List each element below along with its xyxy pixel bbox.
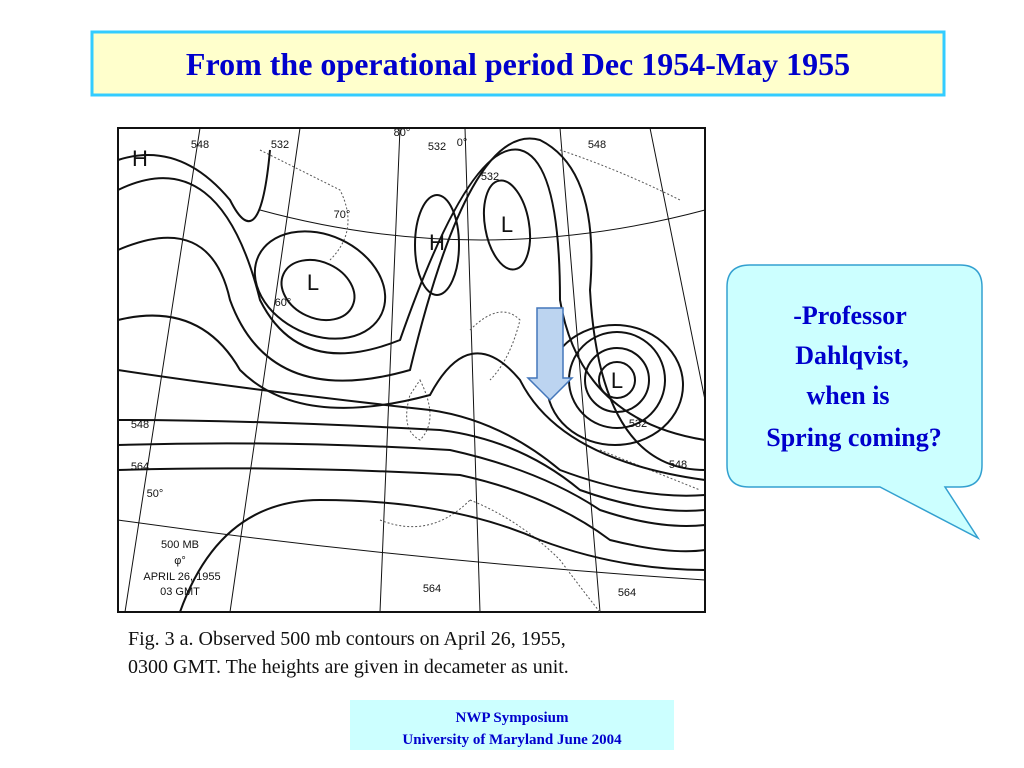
bubble-text: when is xyxy=(806,381,889,410)
bubble-text: Spring coming? xyxy=(766,423,942,452)
contour-label: 532 xyxy=(271,139,289,151)
contour-label: 548 xyxy=(669,459,687,471)
contour-label: 564 xyxy=(618,587,636,599)
contour-label: 532 xyxy=(629,418,647,430)
contour-label: 564 xyxy=(131,461,149,473)
arrow xyxy=(526,307,574,402)
contour-label: 564 xyxy=(423,583,441,595)
title: From the operational period Dec 1954-May… xyxy=(186,46,850,82)
center-label: L xyxy=(307,270,319,295)
center-label: L xyxy=(611,368,623,393)
bubble-text: Dahlqvist, xyxy=(795,341,908,370)
contour-label: 532 xyxy=(481,171,499,183)
bubble-text: -Professor xyxy=(793,301,907,330)
legend-text: APRIL 26, 1955 xyxy=(143,571,220,583)
footer-box xyxy=(350,700,674,750)
degree-label: 50° xyxy=(147,488,164,500)
center-label: H xyxy=(132,146,148,171)
caption: 0300 GMT. The heights are given in decam… xyxy=(128,656,569,678)
contour-label: 548 xyxy=(191,139,209,151)
contour-label: 532 xyxy=(428,141,446,153)
graticule xyxy=(117,127,706,613)
caption: Fig. 3 a. Observed 500 mb contours on Ap… xyxy=(128,628,566,650)
contours xyxy=(117,137,706,613)
degree-label: 80° xyxy=(394,127,411,139)
contour-label: 548 xyxy=(131,419,149,431)
footer-text: NWP Symposium xyxy=(456,710,569,726)
footer-text: University of Maryland June 2004 xyxy=(402,732,622,748)
legend-text: 03 GMT xyxy=(160,586,200,598)
degree-label: 60° xyxy=(275,297,292,309)
contour-label: 548 xyxy=(588,139,606,151)
center-label: L xyxy=(501,212,513,237)
legend-text: 500 MB xyxy=(161,539,199,551)
legend-text: φ° xyxy=(174,555,186,567)
map: H L H L L 548 532 532 532 548 532 548 54… xyxy=(117,127,706,613)
degree-label: 0° xyxy=(457,137,468,149)
center-label: H xyxy=(429,230,445,255)
speech-bubble xyxy=(726,264,983,540)
title-box xyxy=(90,30,946,97)
degree-label: 70° xyxy=(334,209,351,221)
map-frame xyxy=(117,127,706,613)
